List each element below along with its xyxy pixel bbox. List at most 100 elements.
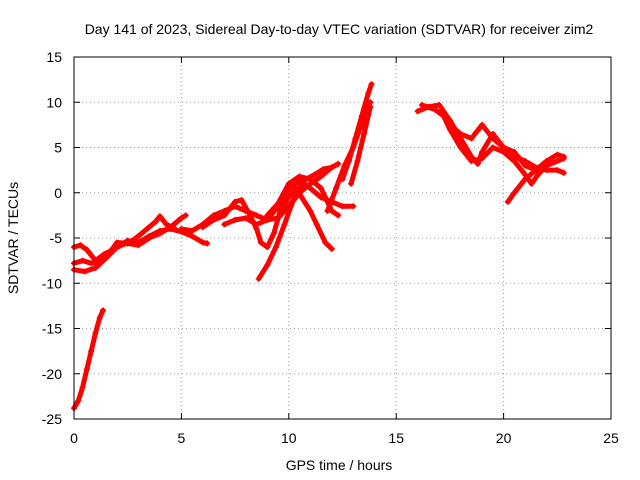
data-point	[232, 216, 239, 223]
data-point	[532, 167, 539, 174]
data-point	[446, 121, 453, 128]
data-point	[247, 212, 254, 219]
data-point	[365, 90, 372, 97]
data-point	[296, 173, 303, 180]
y-tick-label: -15	[42, 321, 62, 337]
data-point	[204, 240, 211, 247]
data-point	[307, 185, 314, 192]
data-point	[270, 230, 277, 237]
data-point	[345, 158, 352, 165]
data-point	[298, 194, 305, 201]
data-point	[335, 160, 342, 167]
data-point	[156, 213, 163, 220]
data-point	[335, 212, 342, 219]
data-point	[307, 176, 314, 183]
data-point	[440, 112, 447, 119]
data-point	[358, 112, 365, 119]
data-point	[368, 81, 375, 88]
data-point	[504, 198, 511, 205]
data-point	[135, 233, 142, 240]
x-tick-label: 20	[496, 430, 512, 446]
data-point	[257, 239, 264, 246]
data-point	[489, 135, 496, 142]
data-point	[318, 185, 325, 192]
data-point	[144, 225, 151, 232]
data-point	[418, 101, 425, 108]
data-point	[350, 203, 357, 210]
data-point	[333, 185, 340, 192]
data-point	[238, 196, 245, 203]
data-point	[528, 180, 535, 187]
data-point	[255, 275, 262, 282]
y-tick-label: 15	[46, 49, 62, 65]
data-point	[489, 144, 496, 151]
x-tick-label: 5	[178, 430, 186, 446]
data-point	[210, 216, 217, 223]
data-point	[360, 130, 367, 137]
data-point	[75, 397, 82, 404]
data-point	[534, 171, 541, 178]
data-point	[253, 212, 260, 219]
data-point	[83, 366, 90, 373]
data-point	[313, 221, 320, 228]
data-point	[156, 230, 163, 237]
x-tick-label: 25	[603, 430, 619, 446]
y-tick-label: -25	[42, 411, 62, 427]
data-point	[281, 221, 288, 228]
x-tick-label: 10	[281, 430, 297, 446]
data-point	[479, 149, 486, 156]
data-point	[264, 212, 271, 219]
y-tick-label: -10	[42, 275, 62, 291]
data-point	[348, 180, 355, 187]
data-point	[511, 149, 518, 156]
series-line	[256, 164, 335, 282]
data-point	[182, 212, 189, 219]
data-point	[307, 207, 314, 214]
data-point	[221, 221, 228, 228]
data-point	[457, 144, 464, 151]
data-point	[511, 158, 518, 165]
data-point	[146, 235, 153, 241]
data-point	[352, 135, 359, 142]
data-point	[354, 158, 361, 165]
axis-ticks: 0 5 10 15 20 25 -25 -20 -15 -10 -5 0 5 10 15	[42, 49, 619, 446]
data-point	[96, 258, 103, 265]
data-point	[479, 155, 486, 162]
data-point	[88, 348, 95, 355]
data-point	[367, 103, 374, 110]
data-point	[135, 242, 142, 249]
series-line	[200, 185, 335, 252]
data-point	[322, 239, 329, 246]
data-point	[253, 221, 260, 228]
y-tick-label: -20	[42, 366, 62, 382]
data-point	[277, 207, 284, 214]
data-point	[272, 244, 279, 251]
data-point	[320, 166, 327, 173]
x-tick-label: 0	[70, 430, 78, 446]
series-line	[71, 213, 178, 264]
data-point	[77, 242, 84, 249]
series-line	[447, 122, 567, 173]
data-point	[431, 106, 438, 113]
data-point	[167, 224, 174, 231]
data-point	[328, 164, 335, 171]
x-tick-label: 15	[388, 430, 404, 446]
y-tick-label: 5	[54, 140, 62, 156]
series-line	[348, 104, 373, 187]
data-point	[324, 207, 331, 214]
data-point	[124, 240, 131, 247]
data-point	[171, 225, 178, 232]
series-line	[71, 307, 106, 411]
data-point	[189, 227, 196, 234]
data-point	[264, 244, 271, 251]
data-point	[83, 246, 90, 253]
data-point	[511, 189, 518, 196]
y-axis-label: SDTVAR / TECUs	[5, 182, 21, 294]
data-point	[264, 262, 271, 269]
data-point	[522, 162, 529, 169]
data-point	[318, 173, 325, 180]
x-axis-label: GPS time / hours	[286, 457, 393, 473]
data-point	[178, 225, 185, 232]
data-point	[92, 330, 99, 337]
